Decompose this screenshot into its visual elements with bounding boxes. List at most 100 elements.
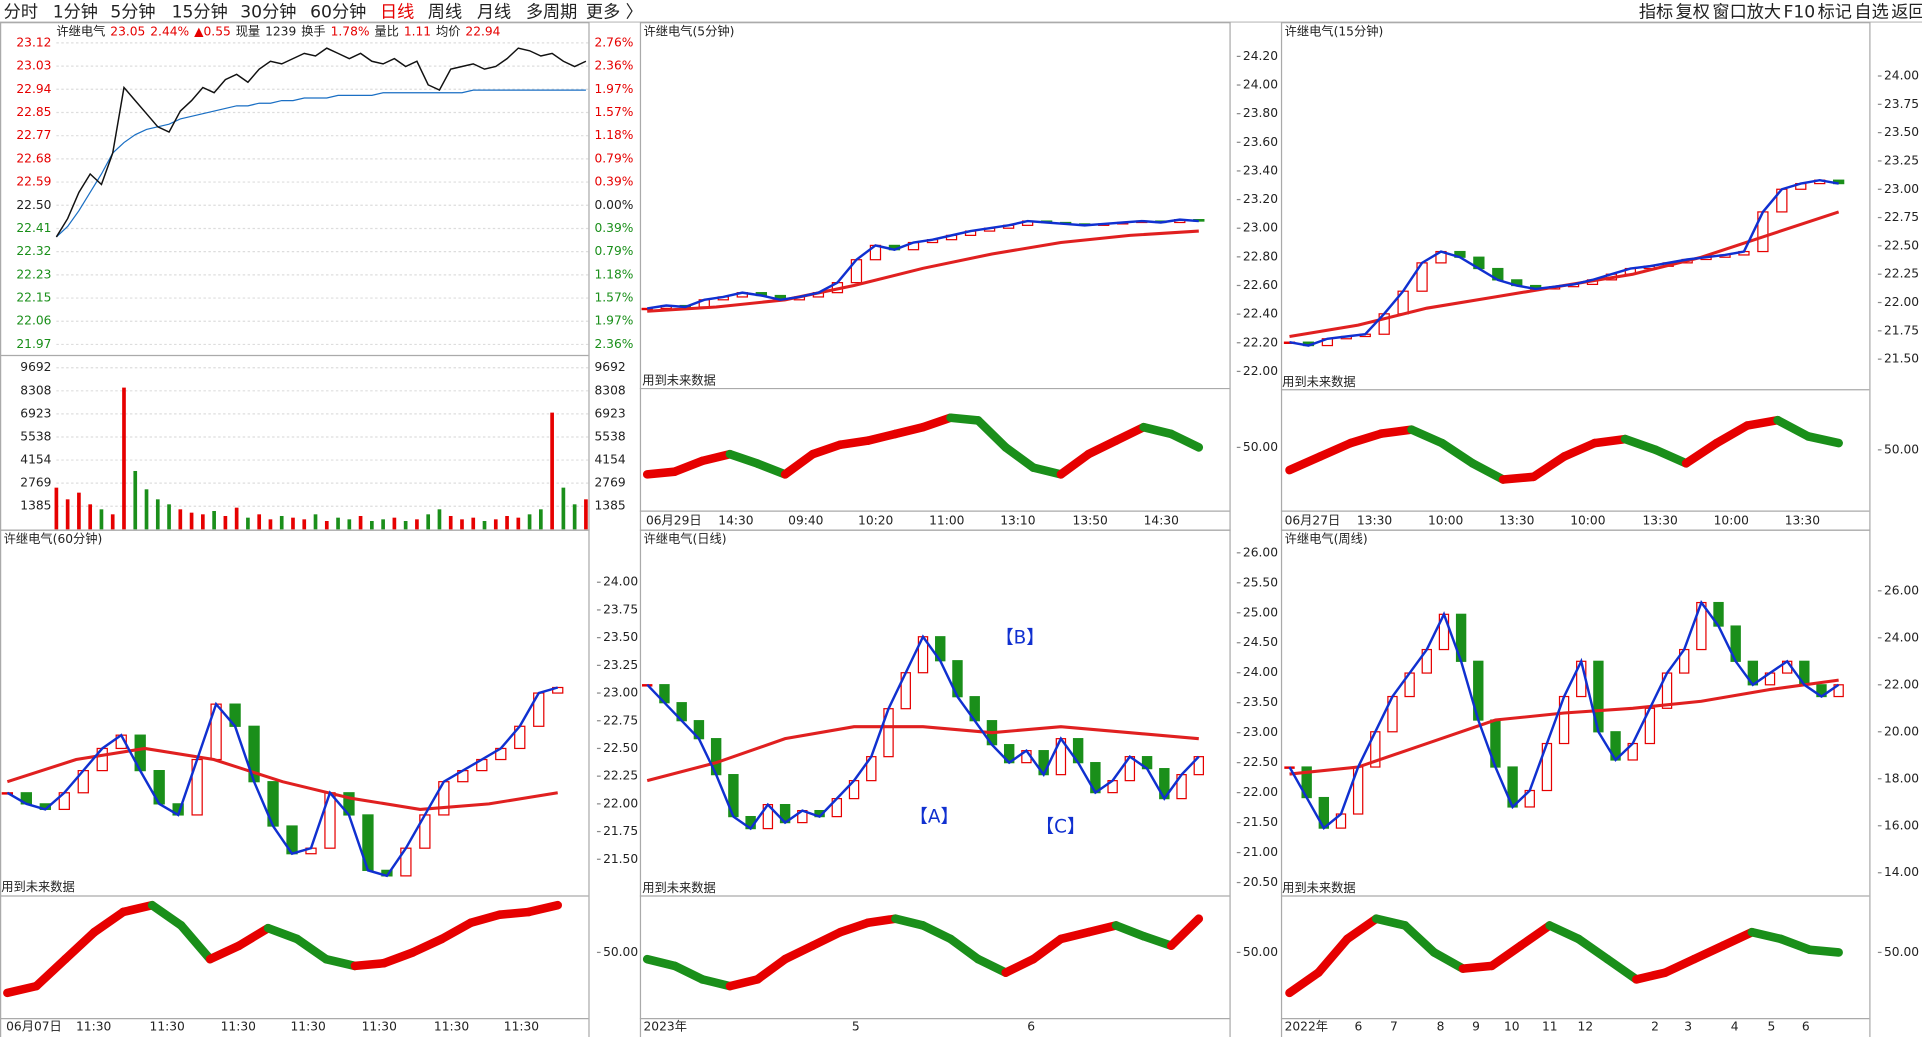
toolbar-tool[interactable]: 返回 [1891,2,1922,22]
x-label: 5 [1768,1020,1776,1034]
toolbar-tab[interactable]: 5分钟 [110,2,155,22]
toolbar-tool[interactable]: F10 [1783,2,1815,22]
price-label: 21.75 [1884,323,1919,337]
indicator-segment [891,422,928,439]
x-label: 6 [1802,1020,1810,1034]
indicator-segment [1285,968,1323,998]
indicator-segment [176,921,215,964]
indicator-segment [1559,438,1599,461]
indicator-segment [205,941,244,964]
x-label: 11:30 [362,1020,397,1034]
x-label: 13:50 [1073,513,1108,527]
moving-average [6,746,558,811]
toolbar-tab[interactable]: 30分钟 [240,2,296,22]
price-label: 22.80 [1243,249,1278,263]
toolbar-tab[interactable]: 日线 [380,2,414,22]
quote-field: 1239 [265,24,296,38]
pct-label: 0.79% [594,151,633,165]
pct-label: 1.57% [594,105,633,119]
volume-bar [370,520,374,530]
indicator-segment [1166,914,1204,950]
indicator-segment [1805,945,1843,957]
indicator-segment [1747,927,1786,944]
toolbar-tab[interactable]: 更多 〉 [586,2,643,22]
price-label: 22.68 [16,151,51,165]
volume-bar [437,509,442,530]
indicator-segment [946,934,983,964]
toolbar-tab[interactable]: 60分钟 [310,2,366,22]
x-label: 11:00 [929,513,964,527]
toolbar-tab[interactable]: 15分钟 [172,2,228,22]
volume-bar [54,487,59,530]
volume-bar [471,517,476,530]
panel-title: 许继电气(5分钟) [644,23,735,38]
volume-bar [561,487,566,530]
toolbar-tool[interactable]: 复权 [1676,2,1710,22]
indicator-segment [234,923,273,950]
toolbar-tool[interactable]: 标记 [1818,2,1852,22]
volume-bar [448,515,453,530]
volume-label: 8308 [594,383,625,397]
toolbar-tab[interactable]: 分时 [4,2,38,22]
price-label: 26.00 [1243,545,1278,559]
volume-bar [381,519,385,530]
x-label: 13:30 [1499,513,1534,527]
indicator-segment [1545,921,1583,944]
x-label: 10:00 [1570,513,1605,527]
volume-bar [201,514,205,530]
volume-bar [234,507,239,530]
volume-bar [403,520,408,530]
x-label: 10:00 [1428,513,1463,527]
toolbar-tab[interactable]: 多周期 [526,2,577,22]
pct-label: 0.39% [594,175,633,189]
price-label: 23.60 [1243,135,1278,149]
quote-field: 现量 [236,24,260,38]
price-label: 20.00 [1884,724,1919,738]
volume-bar [167,504,171,530]
indicator-segment [808,927,845,950]
indicator-segment [1620,434,1660,455]
indicator-segment [1400,921,1439,957]
volume-bar [539,509,543,530]
quote-field: 换手 [301,24,326,38]
quote-field: 2.44% [150,24,189,38]
indicator-segment [32,954,70,991]
quote-field: 1.11 [404,24,431,38]
x-label: 4 [1731,1020,1739,1034]
price-label: 24.00 [1884,630,1919,644]
indicator-label: 50.00 [1243,945,1278,959]
zigzag-line [647,218,1199,310]
volume-bar [291,517,295,530]
pct-label: 1.97% [594,82,633,96]
indicator-segment [1718,927,1757,950]
price-label: 22.06 [16,314,51,328]
panel-title: 许继电气(60分钟) [4,531,103,546]
x-label: 7 [1390,1020,1398,1034]
indicator-segment [642,954,680,971]
notice: 用到未来数据 [1282,880,1356,895]
indicator-segment [642,467,680,479]
panel-title: 许继电气(日线) [644,531,727,546]
x-label: 8 [1437,1020,1445,1034]
toolbar-tool[interactable]: 窗口放大 [1712,2,1781,22]
indicator-segment [1689,941,1728,964]
indicator-segment [698,975,735,991]
indicator-segment [835,918,873,937]
volume-bar [336,517,340,530]
toolbar-tab[interactable]: 月线 [477,2,511,22]
indicator-segment [753,954,790,984]
toolbar-tool[interactable]: 指标 [1639,2,1673,22]
indicator-segment [1001,443,1038,472]
volume-bar [516,517,521,530]
indicator-segment [1437,438,1477,468]
x-label: 9 [1472,1020,1480,1034]
toolbar-tool[interactable]: 自选 [1854,2,1888,22]
toolbar-tab[interactable]: 1分钟 [53,2,98,22]
notice: 用到未来数据 [1,879,74,894]
indicator-segment [1029,463,1066,479]
indicator-segment [891,914,928,930]
price-label: 22.94 [16,82,51,96]
toolbar-tab[interactable]: 周线 [428,2,462,22]
volume-label: 2769 [20,476,51,490]
